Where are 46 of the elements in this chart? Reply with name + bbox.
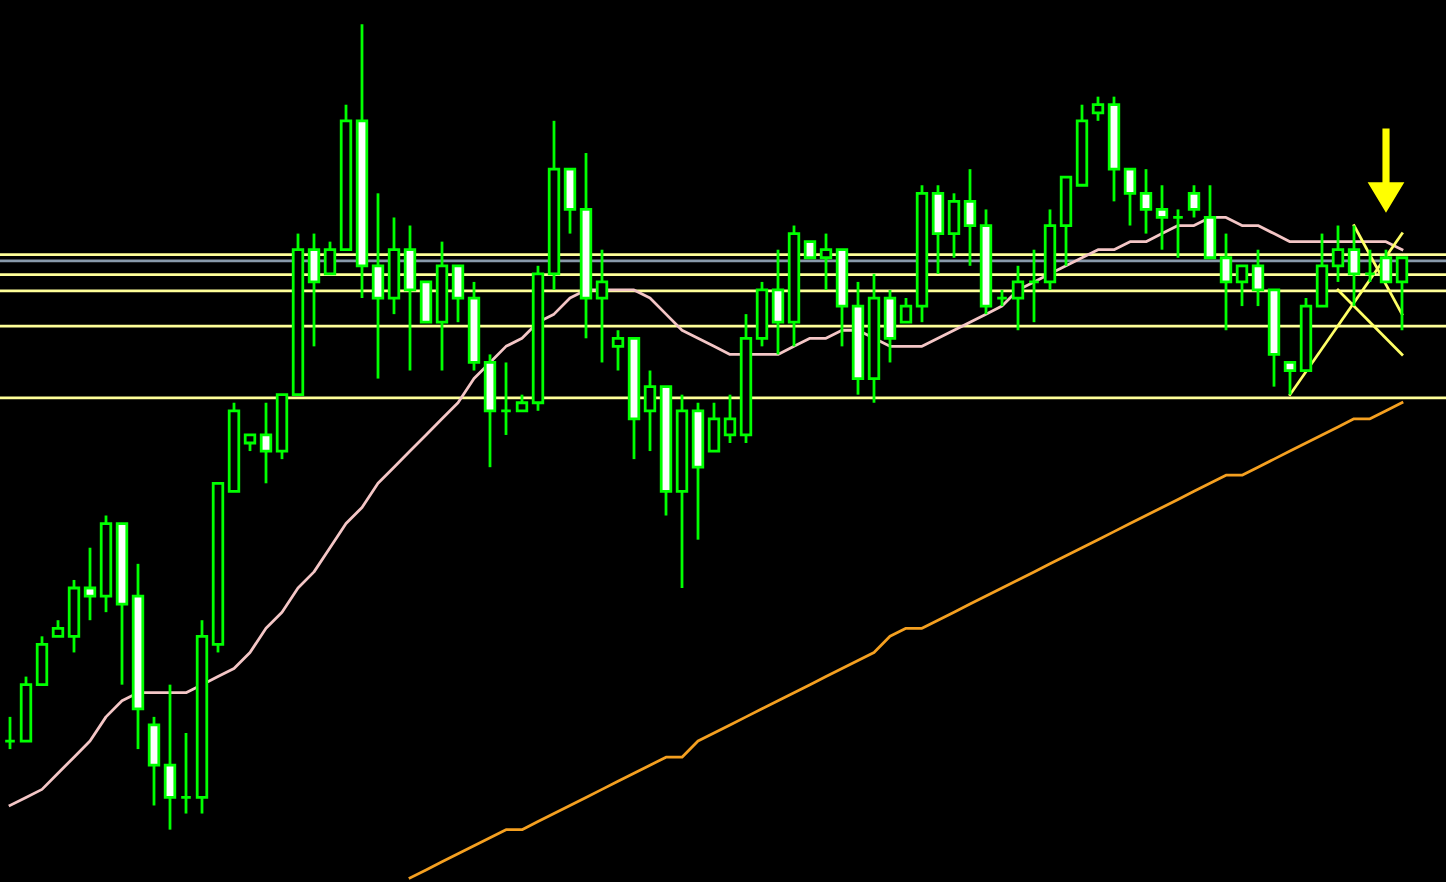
candlestick xyxy=(819,232,833,292)
candlestick xyxy=(963,167,977,268)
candlestick xyxy=(707,401,721,453)
candlestick xyxy=(1155,183,1169,252)
candlestick xyxy=(1203,183,1217,260)
candlestick xyxy=(723,393,737,445)
candlestick xyxy=(1139,167,1153,235)
candlestick xyxy=(1187,183,1201,219)
candlestick xyxy=(1363,248,1377,284)
candlestick xyxy=(371,191,385,380)
candlestick xyxy=(947,191,961,260)
candlestick xyxy=(611,328,625,372)
candlestick xyxy=(403,224,417,372)
candlestick xyxy=(595,248,609,364)
candlestick xyxy=(1315,232,1329,308)
candlestick xyxy=(1235,264,1249,308)
candlestick xyxy=(771,248,785,356)
candlestick xyxy=(1123,167,1137,227)
candlestick xyxy=(1011,264,1025,332)
candlestick xyxy=(323,240,337,276)
candlestick xyxy=(451,264,465,324)
candlestick xyxy=(1091,95,1105,123)
candlestick xyxy=(1395,256,1409,332)
candlestick xyxy=(179,731,193,815)
candlestick xyxy=(1347,224,1361,308)
candlestick xyxy=(1171,208,1185,260)
candlestick xyxy=(499,361,513,437)
candlestick xyxy=(1251,248,1265,308)
candlestick xyxy=(563,167,577,235)
candlestick xyxy=(1027,248,1041,324)
candlestick xyxy=(83,546,97,622)
candlestick xyxy=(3,715,17,751)
candlestick xyxy=(1379,248,1393,284)
candlestick xyxy=(1219,232,1233,332)
candlestick xyxy=(643,369,657,453)
candlestick xyxy=(259,401,273,485)
candlestick xyxy=(899,296,913,324)
candlestick xyxy=(883,288,897,364)
candlestick xyxy=(1283,361,1297,397)
candlestick xyxy=(147,715,161,807)
candlestick xyxy=(307,232,321,348)
candlestick xyxy=(1331,224,1345,284)
candlestick xyxy=(419,280,433,324)
candlestick xyxy=(163,683,177,832)
candlestick xyxy=(35,634,49,687)
candlestick xyxy=(931,183,945,276)
